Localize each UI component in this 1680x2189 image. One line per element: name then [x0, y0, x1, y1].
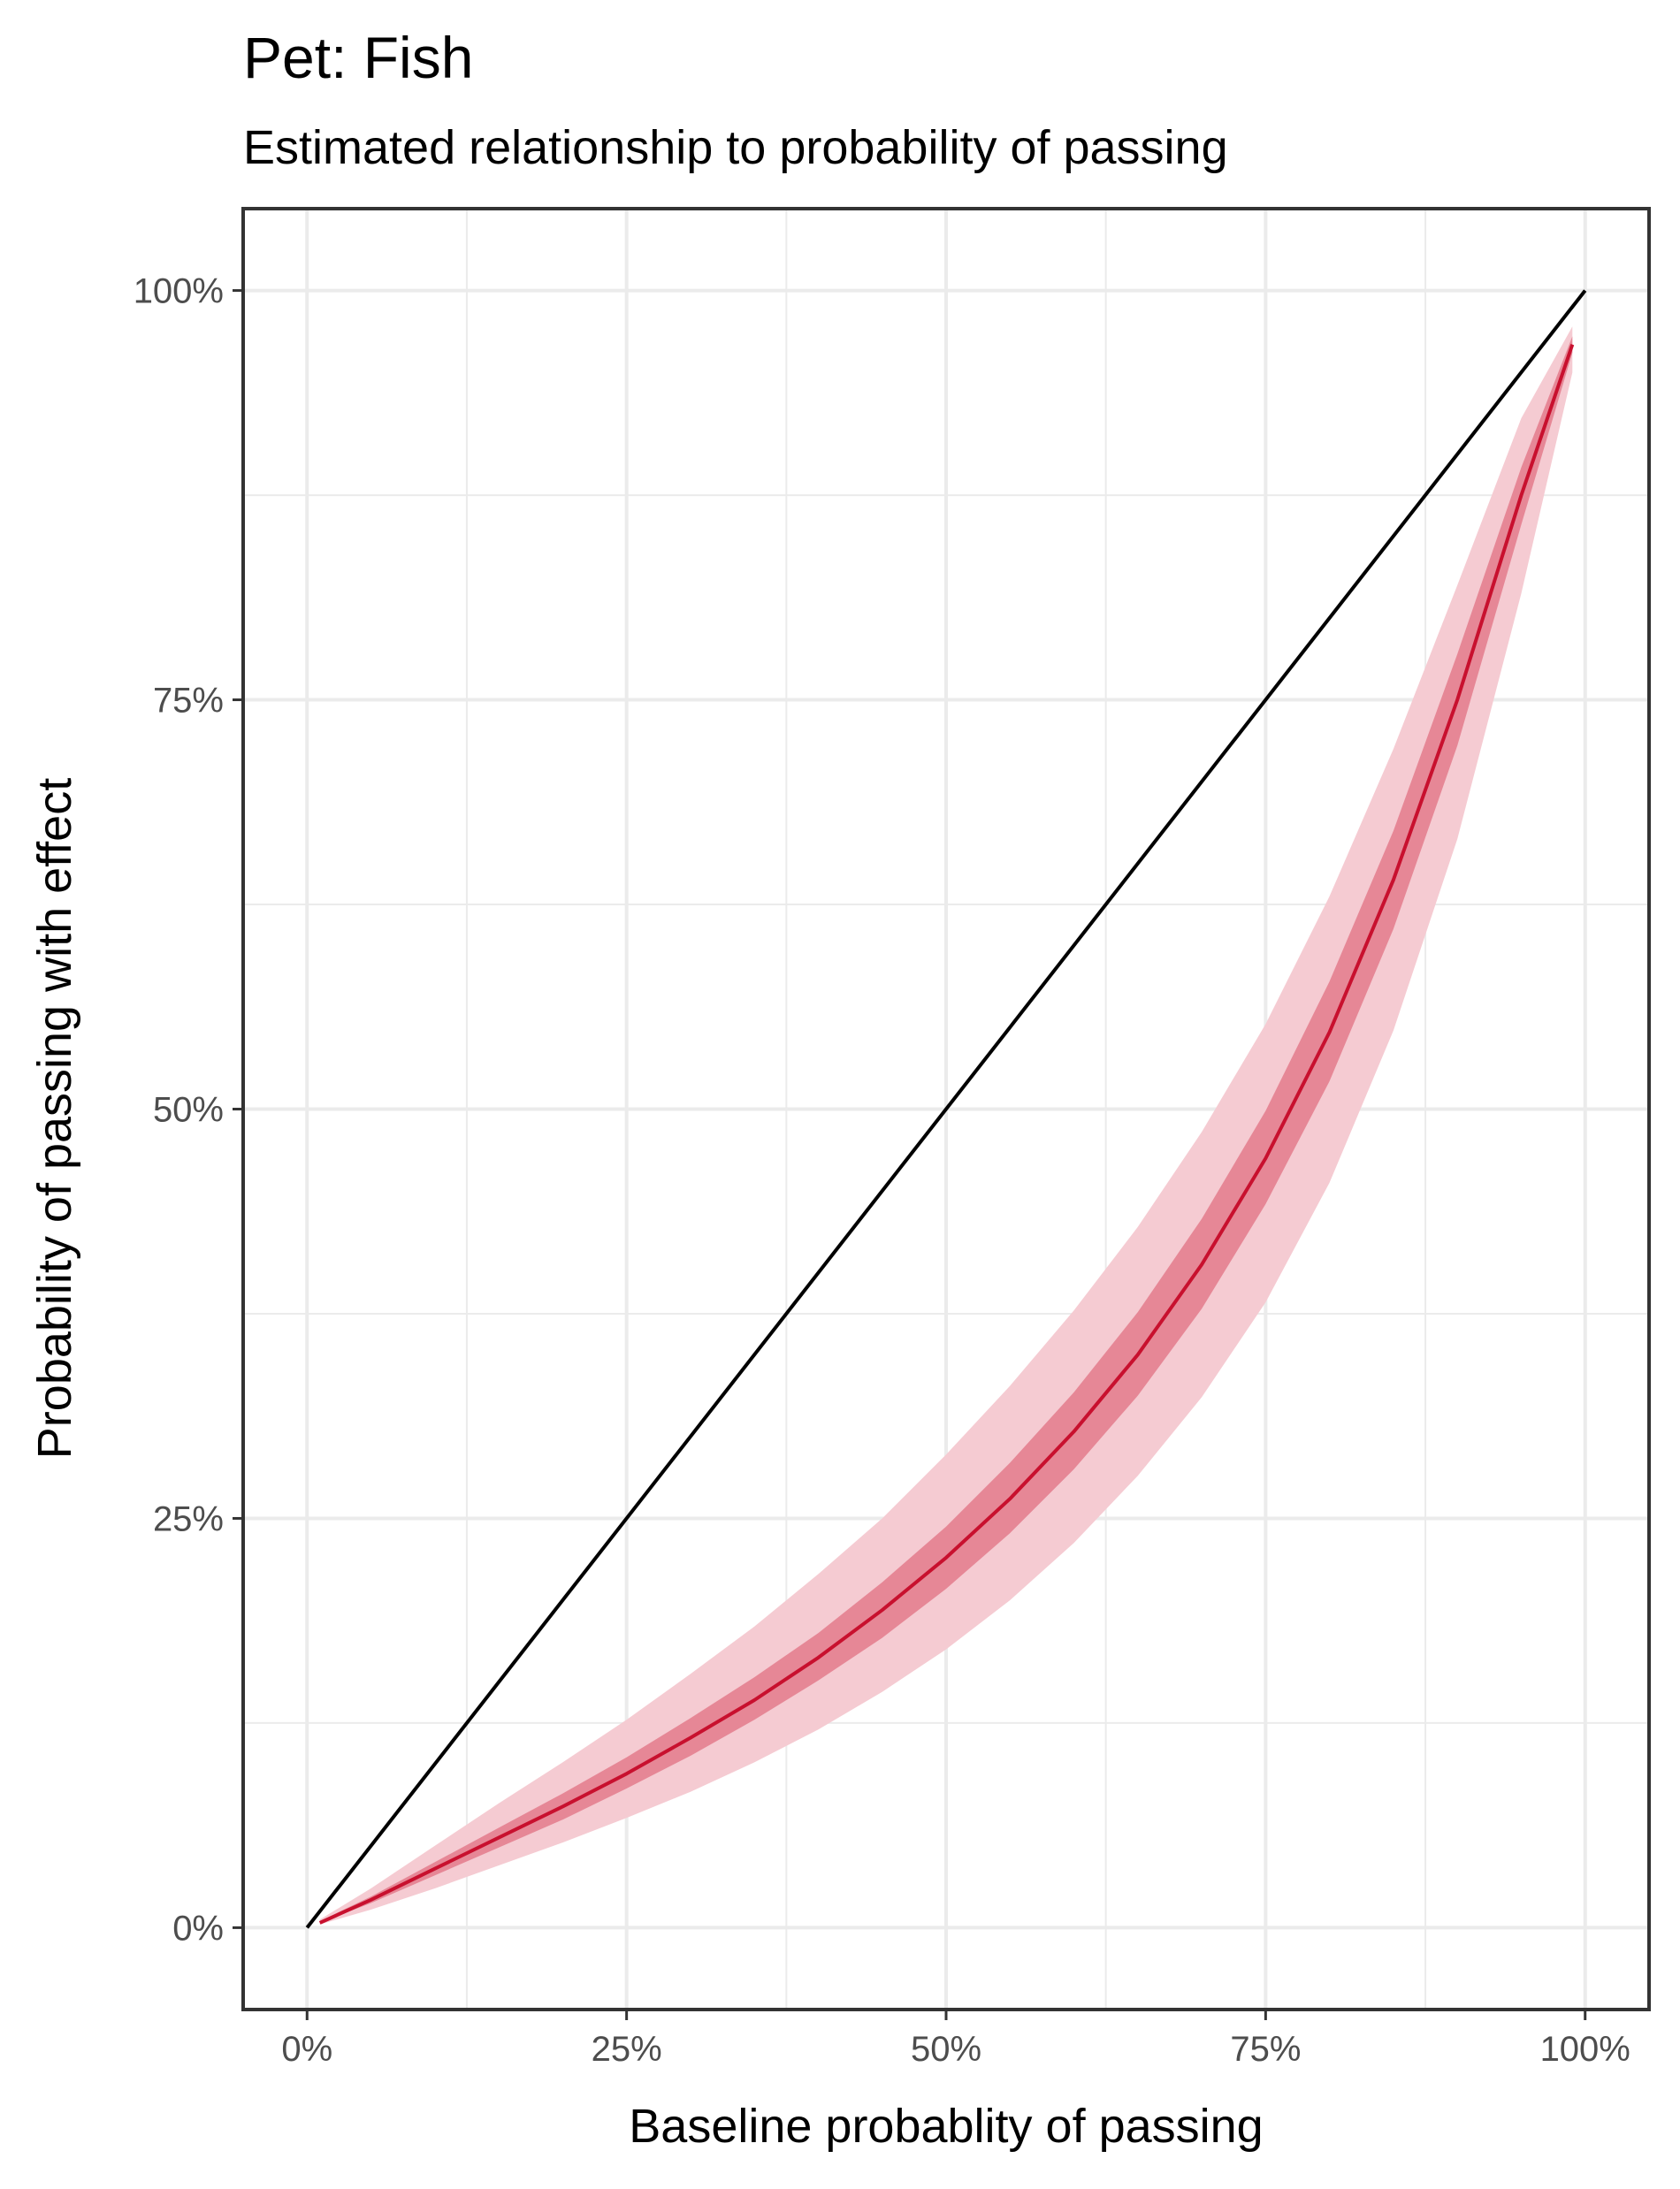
series-lines — [305, 289, 1587, 1929]
x-axis-title: Baseline probablity of passing — [629, 2100, 1263, 2153]
y-axis-title: Probability of passing with effect — [28, 778, 81, 1459]
x-tick-label: 50% — [911, 2030, 981, 2069]
x-tick-label: 100% — [1540, 2030, 1630, 2069]
outer-credible-band — [319, 326, 1573, 1925]
y-tick-label: 50% — [153, 1091, 224, 1130]
y-tick-label: 0% — [172, 1909, 224, 1948]
x-tick-label: 25% — [592, 2030, 662, 2069]
identity-reference-line — [305, 289, 1587, 1929]
x-tick-label: 75% — [1230, 2030, 1301, 2069]
y-tick-label: 25% — [153, 1499, 224, 1538]
chart-subtitle: Estimated relationship to probability of… — [243, 121, 1228, 174]
y-tick-label: 75% — [153, 682, 224, 721]
axis-ticks: 0% 25% 50% 75% 100% 0% 25% 50% 75% 100% — [134, 272, 1630, 2069]
x-tick-label: 0% — [281, 2030, 332, 2069]
estimate-line — [318, 344, 1575, 1925]
chart-title: Pet: Fish — [243, 25, 473, 90]
credible-bands — [319, 326, 1573, 1925]
y-tick-label: 100% — [134, 272, 224, 311]
